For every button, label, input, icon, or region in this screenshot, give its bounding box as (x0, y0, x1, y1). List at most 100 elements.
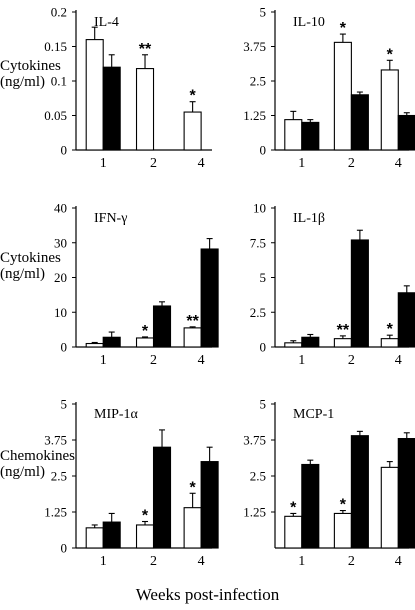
bar (102, 521, 121, 549)
bar (301, 336, 320, 348)
bar (200, 461, 219, 549)
significance-marker: * (142, 323, 149, 340)
significance-marker: ** (186, 313, 199, 330)
y-axis-label-row-2-line-2: (ng/ml) (0, 266, 45, 282)
x-tick-label: 1 (298, 554, 305, 569)
bar (333, 512, 352, 549)
x-tick-label: 1 (100, 554, 107, 569)
bar (350, 435, 369, 549)
bar (183, 111, 202, 151)
y-tick-label: 3.75 (243, 433, 266, 448)
x-axis-label: Weeks post-infection (135, 585, 280, 604)
x-tick-label: 1 (298, 353, 305, 368)
bar (183, 327, 202, 348)
y-tick-label: 2.5 (250, 469, 266, 484)
y-tick-label: 1.25 (44, 505, 67, 520)
x-tick-label: 1 (100, 353, 107, 368)
significance-marker: * (387, 46, 394, 63)
significance-marker: * (340, 497, 347, 514)
bar (102, 66, 121, 151)
bar (152, 446, 172, 549)
bar (284, 515, 303, 549)
bar (135, 68, 155, 151)
y-tick-label: 1.25 (243, 505, 266, 520)
bar (333, 41, 352, 151)
x-tick-label: 2 (150, 554, 157, 569)
y-tick-label: 10 (54, 305, 67, 320)
y-tick-label: 0 (61, 143, 68, 158)
y-tick-label: 0 (61, 340, 68, 355)
x-tick-label: 2 (348, 353, 355, 368)
x-tick-label: 4 (198, 156, 205, 171)
bar (350, 94, 369, 151)
panel-title: MCP-1 (293, 407, 334, 422)
y-tick-label: 5 (260, 270, 267, 285)
bar (284, 342, 303, 348)
y-tick-label: 1.25 (243, 108, 266, 123)
x-tick-label: 2 (348, 156, 355, 171)
bar (183, 507, 202, 549)
significance-marker: * (340, 20, 347, 37)
y-tick-label: 0.1 (51, 74, 67, 89)
bar (102, 336, 121, 348)
y-tick-label: 2.5 (250, 74, 266, 89)
y-tick-label: 3.75 (44, 433, 67, 448)
x-tick-label: 1 (298, 156, 305, 171)
x-tick-label: 4 (395, 353, 402, 368)
significance-marker: * (190, 88, 197, 105)
significance-marker: * (190, 479, 197, 496)
significance-marker: ** (139, 41, 152, 58)
x-tick-label: 2 (150, 156, 157, 171)
x-tick-label: 4 (198, 554, 205, 569)
bar (301, 121, 320, 151)
significance-marker: ** (337, 322, 350, 339)
bar (135, 524, 155, 549)
y-tick-label: 7.5 (250, 235, 266, 250)
bar (85, 39, 104, 151)
panel-1: IL-400.050.10.150.21 2 4*** (44, 5, 212, 171)
panel-title: IFN-γ (94, 211, 127, 226)
y-tick-label: 30 (54, 235, 67, 250)
bar (397, 438, 415, 549)
y-tick-label: 0 (260, 340, 267, 355)
x-tick-label: 2 (150, 353, 157, 368)
y-tick-label: 5 (260, 5, 267, 20)
y-tick-label: 20 (54, 270, 67, 285)
y-tick-label: 10 (253, 201, 266, 216)
bar (397, 114, 415, 151)
x-tick-label: 4 (395, 156, 402, 171)
y-tick-label: 0 (260, 143, 267, 158)
bar (397, 292, 415, 348)
y-axis-label-row-3-line-2: (ng/ml) (0, 464, 45, 480)
y-tick-label: 5 (61, 397, 68, 412)
x-tick-label: 4 (395, 554, 402, 569)
x-tick-label: 4 (198, 353, 205, 368)
y-tick-label: 0 (61, 541, 68, 556)
bar (85, 342, 104, 348)
y-tick-label: 0.05 (44, 108, 67, 123)
bar (380, 338, 399, 348)
y-tick-label: 40 (54, 201, 67, 216)
bar (333, 338, 352, 348)
significance-marker: * (142, 508, 149, 525)
x-tick-label: 2 (348, 554, 355, 569)
bar (350, 239, 369, 348)
y-tick-label: 3.75 (243, 39, 266, 54)
panel-title: IL-10 (293, 15, 325, 30)
panel-6: MCP-1 1.25 2.5 3.75 5 1 2 4 * * (243, 397, 415, 569)
bar (85, 527, 104, 549)
y-tick-label: 2.5 (51, 469, 67, 484)
y-tick-label: 0.2 (51, 5, 67, 20)
bar (200, 248, 219, 348)
panel-2: IL-10 0 1.25 2.5 3.75 5 1 2 4 * * (243, 5, 415, 171)
y-axis-label-row-1-line-2: (ng/ml) (0, 74, 45, 90)
significance-marker: * (387, 321, 394, 338)
y-tick-label: 5 (260, 397, 267, 412)
bar (284, 119, 303, 151)
bar (301, 463, 320, 549)
bar (380, 466, 399, 549)
bar (152, 305, 172, 348)
